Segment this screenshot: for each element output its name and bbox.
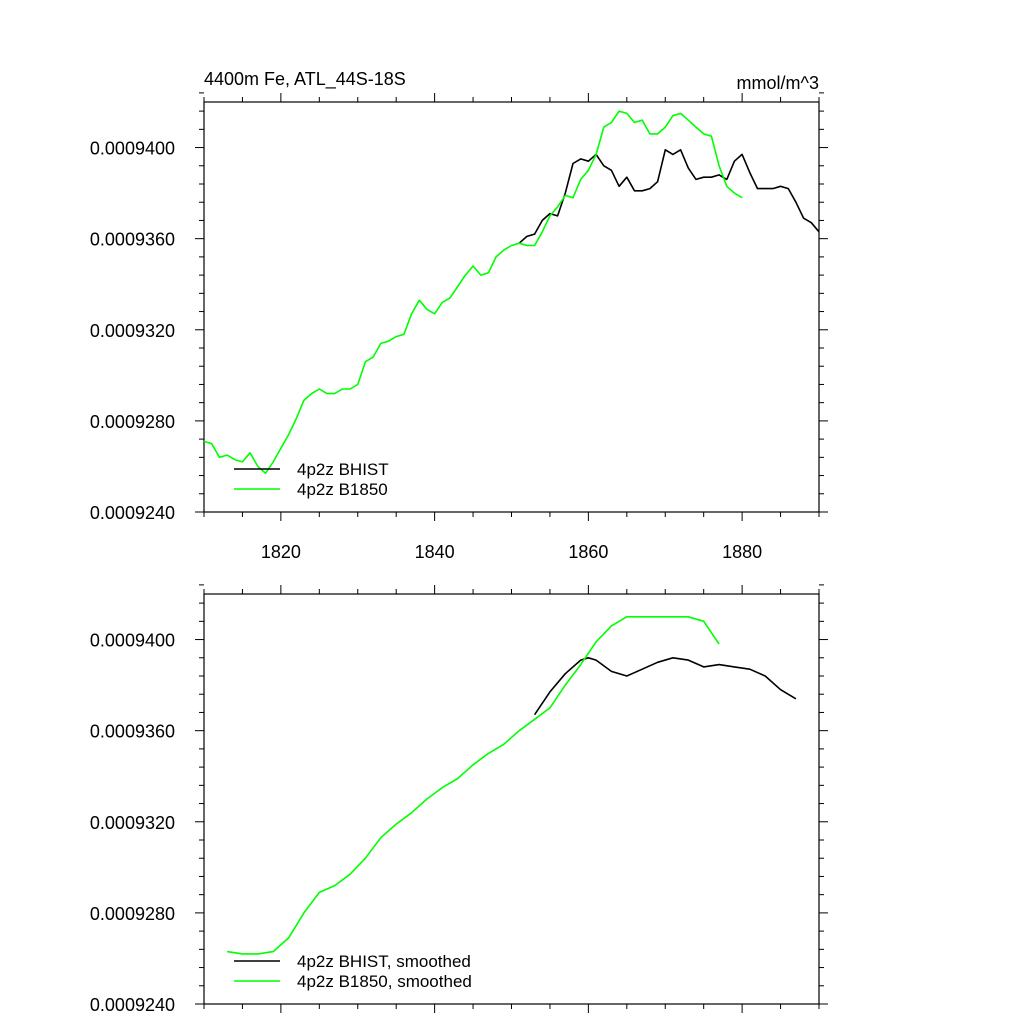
x-tick-label: 1840 — [415, 542, 455, 562]
y-tick-label: 0.0009320 — [90, 813, 175, 833]
y-tick-label: 0.0009240 — [90, 503, 175, 523]
series-line-1 — [203, 110, 743, 475]
series-line-1 — [226, 615, 720, 955]
legend-label: 4p2z BHIST, smoothed — [297, 952, 471, 971]
y-tick-label: 0.0009400 — [90, 139, 175, 159]
legend-label: 4p2z B1850 — [297, 480, 388, 499]
y-tick-label: 0.0009280 — [90, 904, 175, 924]
y-tick-label: 0.0009280 — [90, 412, 175, 432]
x-tick-label: 1820 — [261, 542, 301, 562]
chart-title: 4400m Fe, ATL_44S-18S — [204, 69, 406, 90]
x-tick-label: 1880 — [722, 542, 762, 562]
plot-frame — [203, 101, 820, 513]
y-tick-label: 0.0009360 — [90, 230, 175, 250]
x-tick-label: 1860 — [568, 542, 608, 562]
top-panel: 1820 1840 1860 1880 0.0009240 0.0009280 0.0009… — [90, 69, 828, 562]
legend-label: 4p2z B1850, smoothed — [297, 972, 472, 991]
series-line-0 — [518, 149, 820, 244]
series-line-0 — [533, 656, 797, 716]
y-tick-label: 0.0009360 — [90, 722, 175, 742]
legend-label: 4p2z BHIST — [297, 460, 389, 479]
plot-frame — [203, 593, 820, 1005]
y-tick-label: 0.0009320 — [90, 321, 175, 341]
units-label: mmol/m^3 — [737, 73, 819, 93]
bottom-panel: 0.0009240 0.0009280 0.0009320 0.0009360 0.00… — [90, 584, 828, 1015]
y-tick-label: 0.0009240 — [90, 995, 175, 1015]
y-tick-label: 0.0009400 — [90, 631, 175, 651]
